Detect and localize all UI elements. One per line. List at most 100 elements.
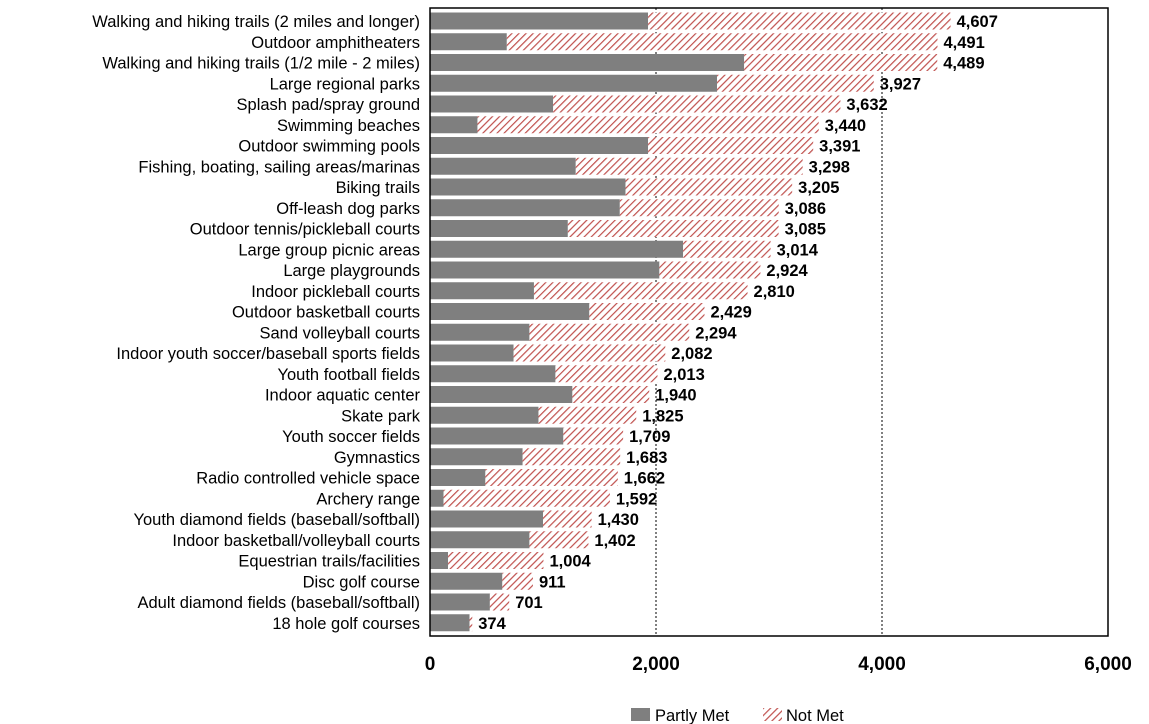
bar-not-met xyxy=(744,54,937,71)
category-label: Off-leash dog parks xyxy=(276,200,420,218)
bar-partly-met xyxy=(430,96,553,113)
legend-swatch-not-met xyxy=(763,708,782,721)
bar-not-met xyxy=(589,303,704,320)
bar-not-met xyxy=(477,116,818,133)
bar-partly-met xyxy=(430,220,568,237)
category-label: Biking trails xyxy=(336,179,420,197)
total-value-label: 1,430 xyxy=(598,511,639,529)
bar-not-met xyxy=(717,75,874,92)
bar-not-met xyxy=(576,158,803,175)
legend-label-partly-met: Partly Met xyxy=(655,707,730,724)
total-value-label: 3,927 xyxy=(880,75,921,93)
category-label: Splash pad/spray ground xyxy=(237,96,420,114)
bar-partly-met xyxy=(430,386,572,403)
x-tick-label: 4,000 xyxy=(858,654,906,675)
bar-partly-met xyxy=(430,137,648,154)
bar-partly-met xyxy=(430,448,523,465)
bar-not-met xyxy=(555,365,657,382)
bar-not-met xyxy=(538,407,636,424)
total-value-label: 3,205 xyxy=(798,179,839,197)
total-value-label: 3,086 xyxy=(785,200,826,218)
category-label: Equestrian trails/facilities xyxy=(238,553,420,571)
category-label: Large group picnic areas xyxy=(238,241,420,259)
category-label: Radio controlled vehicle space xyxy=(196,470,420,488)
bar-partly-met xyxy=(430,179,625,196)
total-value-label: 3,440 xyxy=(825,117,866,135)
total-value-label: 2,082 xyxy=(671,345,712,363)
bar-partly-met xyxy=(430,13,648,30)
category-label: Adult diamond fields (baseball/softball) xyxy=(138,594,421,612)
bar-partly-met xyxy=(430,241,683,258)
x-axis-tick-labels: 0 2,000 4,000 6,000 xyxy=(425,654,1132,675)
legend-label-not-met: Not Met xyxy=(786,707,844,724)
bar-partly-met xyxy=(430,531,529,548)
bar-not-met xyxy=(648,137,813,154)
total-value-label: 911 xyxy=(539,573,566,591)
category-label: Youth soccer fields xyxy=(282,428,420,446)
bar-partly-met xyxy=(430,511,543,528)
bar-partly-met xyxy=(430,75,717,92)
total-value-label: 1,004 xyxy=(549,553,591,571)
category-label: Indoor aquatic center xyxy=(265,387,421,405)
total-value-label: 4,491 xyxy=(943,34,984,52)
x-tick-label: 0 xyxy=(425,654,436,675)
total-value-label: 1,683 xyxy=(626,449,667,467)
total-value-label: 2,294 xyxy=(695,324,737,342)
bar-partly-met xyxy=(430,116,477,133)
bar-not-met xyxy=(507,33,938,50)
bar-partly-met xyxy=(430,552,448,569)
category-label: Large regional parks xyxy=(270,75,420,93)
total-value-label: 1,592 xyxy=(616,490,657,508)
total-value-label: 4,607 xyxy=(957,13,998,31)
bar-not-met xyxy=(529,324,689,341)
category-label: Archery range xyxy=(316,490,420,508)
bar-not-met xyxy=(502,573,533,590)
x-tick-label: 6,000 xyxy=(1084,654,1132,675)
bar-not-met xyxy=(648,13,951,30)
bar-partly-met xyxy=(430,407,538,424)
bar-not-met xyxy=(444,490,610,507)
total-value-label: 3,014 xyxy=(777,241,819,259)
bar-partly-met xyxy=(430,158,576,175)
bar-not-met xyxy=(534,282,748,299)
total-value-label: 1,940 xyxy=(655,387,696,405)
category-label: 18 hole golf courses xyxy=(272,615,420,633)
category-label: Walking and hiking trails (1/2 mile - 2 … xyxy=(102,55,420,73)
x-tick-label: 2,000 xyxy=(632,654,680,675)
category-label: Outdoor tennis/pickleball courts xyxy=(190,221,420,239)
total-value-label: 3,632 xyxy=(846,96,887,114)
bar-partly-met xyxy=(430,54,744,71)
total-value-label: 3,085 xyxy=(785,221,826,239)
bar-not-met xyxy=(543,511,592,528)
category-label: Walking and hiking trails (2 miles and l… xyxy=(92,13,420,31)
total-value-label: 4,489 xyxy=(943,55,984,73)
bar-not-met xyxy=(572,386,649,403)
bar-partly-met xyxy=(430,282,534,299)
category-label: Skate park xyxy=(341,407,421,425)
category-label: Indoor youth soccer/baseball sports fiel… xyxy=(116,345,420,363)
bar-not-met xyxy=(620,199,779,216)
total-value-label: 1,662 xyxy=(624,470,665,488)
total-value-label: 2,810 xyxy=(754,283,795,301)
bar-partly-met xyxy=(430,303,589,320)
total-value-label: 2,924 xyxy=(766,262,808,280)
bar-not-met xyxy=(625,179,792,196)
bar-partly-met xyxy=(430,469,485,486)
bar-not-met xyxy=(523,448,621,465)
category-label: Outdoor basketball courts xyxy=(232,304,420,322)
total-value-label: 1,825 xyxy=(642,407,683,425)
bar-partly-met xyxy=(430,490,444,507)
category-label: Indoor pickleball courts xyxy=(251,283,420,301)
category-label: Outdoor amphitheaters xyxy=(251,34,420,52)
bar-not-met xyxy=(683,241,770,258)
bar-partly-met xyxy=(430,428,563,445)
total-value-label: 374 xyxy=(478,615,506,633)
bar-not-met xyxy=(485,469,617,486)
category-label: Disc golf course xyxy=(303,573,420,591)
bar-not-met xyxy=(470,614,473,631)
category-label: Outdoor swimming pools xyxy=(238,138,420,156)
total-value-label: 2,429 xyxy=(710,304,751,322)
total-value-label: 3,298 xyxy=(809,158,850,176)
bar-partly-met xyxy=(430,614,470,631)
bar-not-met xyxy=(553,96,840,113)
